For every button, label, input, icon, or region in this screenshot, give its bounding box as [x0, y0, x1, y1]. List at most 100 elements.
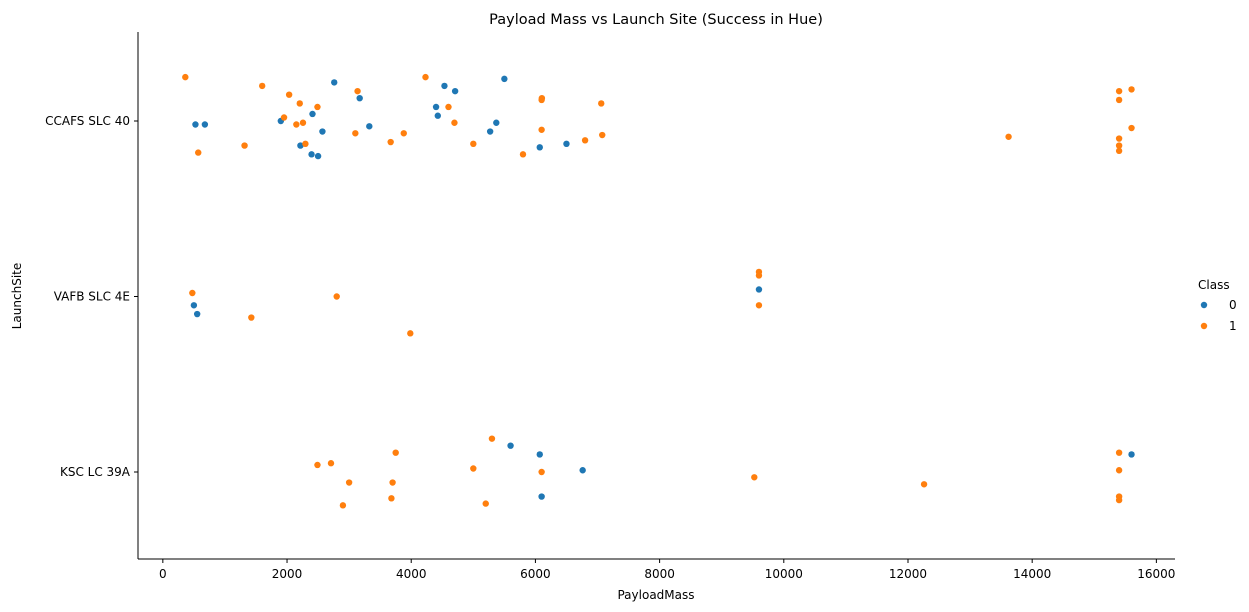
legend-marker-class-0 [1200, 301, 1208, 309]
data-point-class-1 [751, 474, 758, 481]
data-point-class-1 [195, 149, 202, 156]
data-point-class-0 [308, 151, 315, 158]
data-point-class-1 [1128, 86, 1135, 93]
data-point-class-1 [296, 100, 303, 107]
data-point-class-0 [501, 75, 508, 83]
legend-marker-class-1 [1200, 322, 1208, 330]
data-point-class-1 [755, 272, 763, 279]
data-point-class-0 [356, 94, 363, 102]
data-point-class-1 [470, 465, 477, 472]
x-axis-title: PayloadMass [617, 588, 694, 602]
data-point-class-0 [319, 128, 326, 135]
data-point-class-1 [1115, 87, 1123, 95]
data-point-class-1 [302, 140, 309, 148]
data-point-class-1 [388, 495, 395, 502]
data-point-class-1 [389, 479, 396, 486]
data-point-class-1 [1115, 142, 1123, 149]
x-tick-label: 2000 [272, 567, 303, 581]
data-point-class-1 [538, 96, 545, 104]
data-point-class-0 [451, 87, 459, 95]
data-point-class-1 [1115, 135, 1123, 142]
data-point-class-0 [536, 144, 543, 151]
data-point-class-1 [538, 468, 545, 476]
data-point-class-0 [432, 103, 440, 111]
x-tick-label: 6000 [520, 567, 551, 581]
data-point-class-1 [445, 103, 452, 111]
data-point-class-0 [536, 451, 543, 458]
data-point-class-0 [192, 121, 199, 128]
data-point-class-1 [1005, 133, 1012, 140]
data-point-class-1 [333, 293, 340, 300]
data-point-class-1 [422, 73, 429, 81]
data-point-class-0 [579, 467, 586, 474]
data-point-class-1 [387, 138, 394, 146]
data-point-class-1 [1115, 496, 1123, 504]
data-point-class-1 [299, 119, 307, 126]
y-tick-label: KSC LC 39A [60, 465, 131, 479]
data-point-class-0 [314, 152, 322, 160]
data-point-class-1 [241, 142, 248, 149]
y-axis-title: LaunchSite [10, 263, 24, 330]
data-point-class-0 [1128, 451, 1135, 458]
x-tick-label: 8000 [644, 567, 675, 581]
data-point-class-1 [354, 87, 361, 95]
legend-items: 01 [1200, 298, 1237, 333]
y-ticks: CCAFS SLC 40 VAFB SLC 4E KSC LC 39A [45, 114, 138, 479]
data-point-class-1 [248, 314, 255, 321]
data-point-class-1 [293, 121, 300, 128]
chart-title: Payload Mass vs Launch Site (Success in … [489, 12, 823, 28]
plot-area: 0 2000 4000 6000 8000 10000 12000 14000 16000 CC… [45, 32, 1175, 581]
data-point-class-1 [280, 114, 288, 121]
data-point-class-0 [493, 119, 500, 126]
data-point-class-1 [314, 103, 321, 111]
x-tick-label: 14000 [1013, 567, 1051, 581]
data-point-class-1 [352, 130, 359, 137]
data-point-class-0 [190, 302, 198, 309]
data-point-class-1 [182, 73, 189, 81]
data-point-class-1 [1115, 467, 1123, 474]
data-point-class-1 [519, 151, 527, 158]
data-point-class-1 [339, 502, 347, 509]
data-point-class-1 [755, 302, 763, 309]
data-point-class-1 [400, 130, 407, 137]
legend: Class 01 [1198, 278, 1237, 333]
data-point-class-1 [314, 461, 321, 469]
data-point-class-0 [755, 286, 763, 293]
data-point-class-1 [451, 119, 458, 126]
data-point-class-1 [920, 481, 928, 488]
legend-label-class-1: 1 [1229, 319, 1237, 333]
x-tick-label: 0 [159, 567, 167, 581]
data-point-class-0 [563, 140, 570, 148]
data-point-class-1 [599, 131, 606, 139]
data-point-class-0 [486, 128, 494, 135]
data-point-class-1 [189, 289, 196, 297]
x-ticks: 0 2000 4000 6000 8000 10000 12000 14000 16000 [159, 559, 1175, 581]
data-point-class-0 [193, 310, 201, 318]
data-point-class-0 [309, 110, 316, 118]
data-point-class-0 [331, 79, 338, 86]
x-tick-label: 4000 [396, 567, 427, 581]
data-point-class-1 [392, 449, 399, 456]
legend-title: Class [1198, 278, 1230, 292]
data-point-class-1 [1115, 449, 1123, 456]
data-point-class-1 [581, 137, 589, 144]
y-tick-label: CCAFS SLC 40 [45, 114, 130, 128]
data-point-class-1 [598, 100, 605, 107]
data-point-class-1 [407, 330, 414, 337]
data-point-class-1 [1128, 124, 1135, 132]
data-point-class-1 [482, 500, 489, 507]
x-tick-label: 12000 [889, 567, 927, 581]
data-point-class-0 [201, 121, 209, 128]
data-point-class-1 [538, 126, 545, 133]
data-point-class-0 [366, 123, 373, 130]
data-point-class-0 [434, 112, 441, 119]
legend-label-class-0: 0 [1229, 298, 1237, 312]
data-point-class-1 [327, 460, 335, 467]
data-point-class-1 [470, 140, 477, 148]
data-point-class-0 [297, 142, 304, 149]
x-tick-label: 16000 [1137, 567, 1175, 581]
data-point-class-1 [258, 82, 266, 90]
data-point-class-1 [488, 435, 496, 442]
data-point-class-1 [1115, 147, 1123, 155]
